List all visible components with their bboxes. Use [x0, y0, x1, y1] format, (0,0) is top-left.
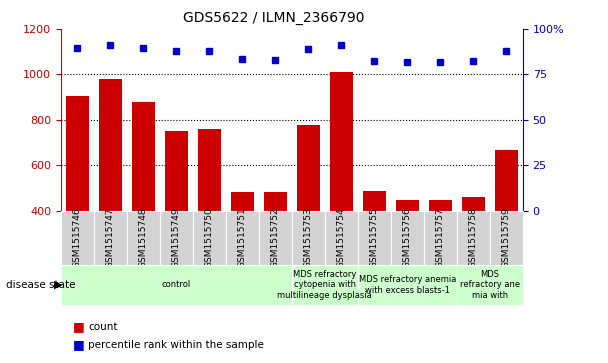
Text: GSM1515753: GSM1515753 — [304, 207, 313, 268]
Bar — [391, 211, 424, 265]
Text: GSM1515758: GSM1515758 — [469, 207, 478, 268]
Text: ■: ■ — [73, 338, 85, 351]
Bar — [165, 131, 188, 301]
Bar — [358, 265, 457, 305]
Bar — [160, 211, 193, 265]
Text: count: count — [88, 322, 118, 332]
Bar — [264, 192, 287, 301]
Bar — [330, 72, 353, 301]
Text: ■: ■ — [73, 320, 85, 333]
Text: GSM1515754: GSM1515754 — [337, 207, 346, 268]
Bar — [424, 211, 457, 265]
Text: control: control — [162, 281, 191, 289]
Bar — [66, 96, 89, 301]
Text: GSM1515746: GSM1515746 — [73, 207, 82, 268]
Text: GSM1515759: GSM1515759 — [502, 207, 511, 268]
Text: GSM1515748: GSM1515748 — [139, 207, 148, 268]
Bar — [193, 211, 226, 265]
Text: MDS refractory
cytopenia with
multilineage dysplasia: MDS refractory cytopenia with multilinea… — [277, 270, 372, 300]
Bar — [61, 265, 292, 305]
Bar — [94, 211, 127, 265]
Bar — [231, 192, 254, 301]
Text: GSM1515747: GSM1515747 — [106, 207, 115, 268]
Bar — [98, 79, 122, 301]
Bar — [61, 211, 94, 265]
Bar — [457, 265, 523, 305]
Bar — [226, 211, 259, 265]
Text: GDS5622 / ILMN_2366790: GDS5622 / ILMN_2366790 — [183, 11, 364, 25]
Bar — [490, 211, 523, 265]
Bar — [292, 265, 358, 305]
Bar — [457, 211, 490, 265]
Text: MDS refractory anemia
with excess blasts-1: MDS refractory anemia with excess blasts… — [359, 275, 456, 295]
Bar — [198, 129, 221, 301]
Text: GSM1515751: GSM1515751 — [238, 207, 247, 268]
Text: percentile rank within the sample: percentile rank within the sample — [88, 340, 264, 350]
Bar — [325, 211, 358, 265]
Bar — [259, 211, 292, 265]
Bar — [462, 197, 485, 301]
Bar — [363, 191, 386, 301]
Bar — [495, 150, 518, 301]
Text: GSM1515750: GSM1515750 — [205, 207, 214, 268]
Text: GSM1515756: GSM1515756 — [403, 207, 412, 268]
Text: GSM1515757: GSM1515757 — [436, 207, 445, 268]
Text: GSM1515755: GSM1515755 — [370, 207, 379, 268]
Text: MDS
refractory ane
mia with: MDS refractory ane mia with — [460, 270, 520, 300]
Bar — [132, 102, 155, 301]
Bar — [292, 211, 325, 265]
Bar — [127, 211, 160, 265]
Text: disease state: disease state — [6, 280, 75, 290]
Bar — [396, 200, 419, 301]
Text: ▶: ▶ — [54, 280, 62, 290]
Bar — [358, 211, 391, 265]
Bar — [297, 126, 320, 301]
Bar — [429, 200, 452, 301]
Text: GSM1515752: GSM1515752 — [271, 207, 280, 268]
Text: GSM1515749: GSM1515749 — [172, 207, 181, 268]
